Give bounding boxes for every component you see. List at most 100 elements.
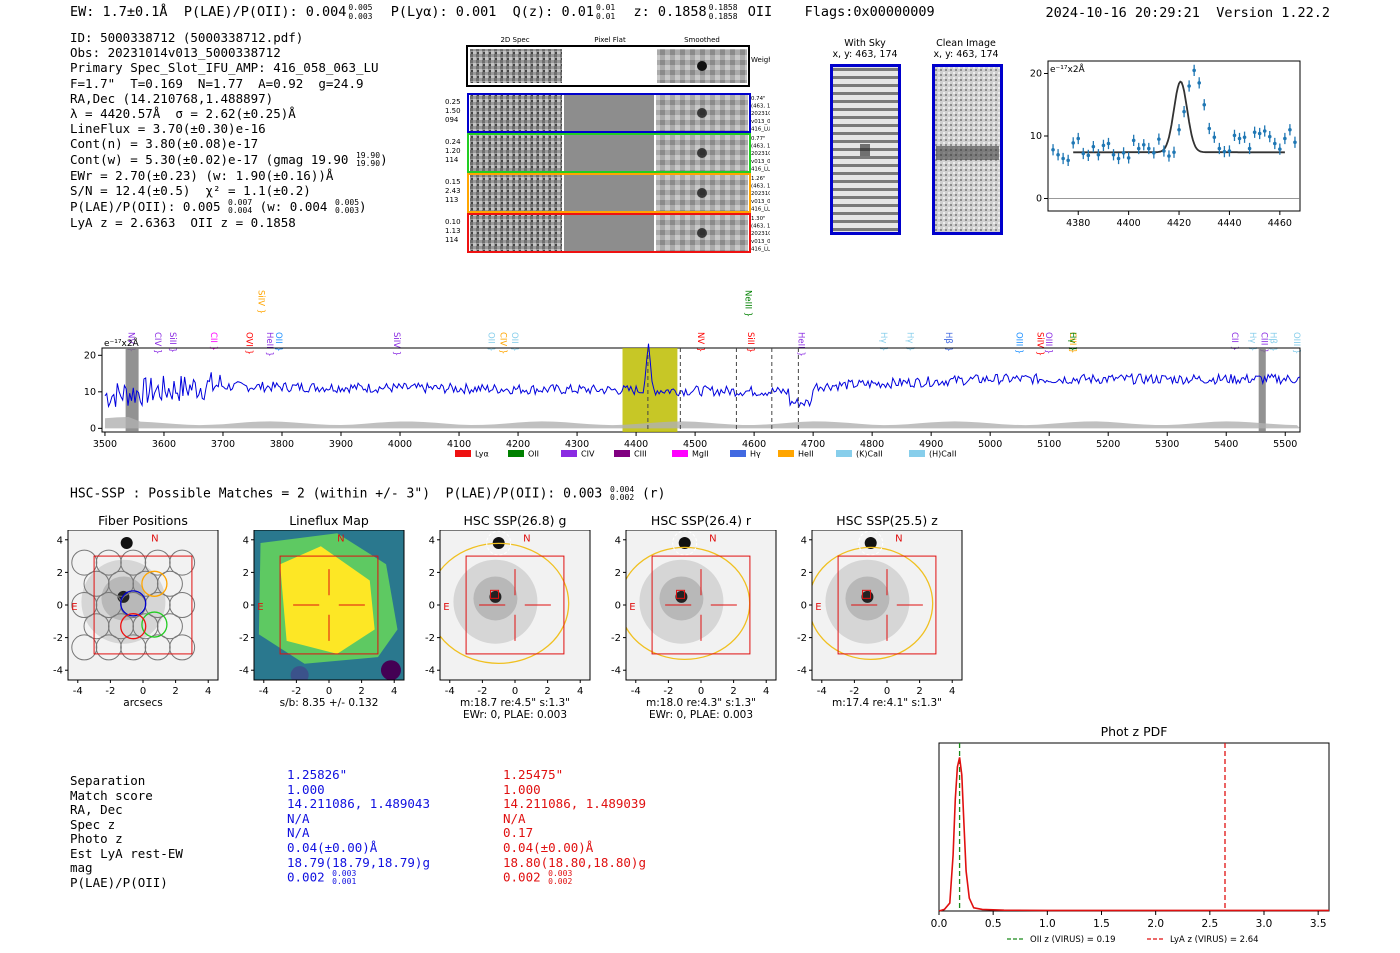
match-a-photz: N/A [287, 825, 310, 841]
spectral-line-label: OII } [486, 332, 496, 352]
clean-title: Clean Image [936, 38, 996, 49]
fit-data-point [1167, 154, 1171, 158]
summary-plae-w: (w: 0.004 [259, 198, 328, 214]
panel-xtick-label: 4 [949, 686, 955, 697]
fit-xtick-label: 4460 [1268, 218, 1292, 229]
match-b-plae-hi: 0.003 [548, 869, 573, 879]
footprint-box [651, 555, 751, 655]
match-a-score: 1.000 [287, 781, 325, 797]
panel-image [626, 530, 776, 680]
east-label: E [71, 602, 77, 613]
panel-image [68, 530, 218, 680]
spectrum-xtick-label: 3700 [211, 439, 235, 450]
panel-ytick-label: 0 [57, 601, 63, 612]
lineflux-peak [280, 546, 375, 654]
lineflux-low [290, 666, 309, 680]
spectral-line-label: HeII } [264, 332, 274, 357]
footprint-box [837, 555, 937, 655]
fiber-circle [83, 613, 110, 640]
flags-value: Flags:0x00000009 [804, 4, 935, 20]
fit-ylabel: e⁻¹⁷x2Å [1050, 63, 1086, 75]
fit-data-point [1232, 133, 1237, 138]
cutout-row-frame [467, 213, 751, 253]
z-value: z: 0.1858 [633, 4, 707, 20]
fit-data-point [1172, 150, 1176, 155]
pdf-xtick-label: 1.5 [1093, 918, 1110, 930]
panel-image [812, 530, 962, 680]
spectrum-xtick-label: 5300 [1155, 439, 1179, 450]
cutout-row-stat: 1.50 [445, 107, 461, 115]
with-sky-xy: x, y: 463, 174 [832, 49, 898, 60]
match-a-plae: 0.002 [287, 869, 325, 885]
spectrum-xtick-label: 4700 [801, 439, 825, 450]
spectrum-ylabel: e⁻¹⁷x2Å [104, 337, 140, 349]
match-label: RA, Dec [70, 802, 123, 817]
north-label: N [337, 533, 344, 544]
panel-xtick-label: 0 [512, 686, 518, 697]
east-label: E [257, 602, 263, 613]
aperture-ellipse [440, 542, 570, 665]
panel-ytick-label: 2 [615, 568, 621, 579]
contw-lo: 19.90 [355, 159, 381, 169]
cutout-row-meta: 20231014 [751, 151, 770, 157]
cutout-row-meta: 0.77" [751, 136, 765, 142]
spectral-line-label: CII } [208, 332, 218, 351]
fiber-circle [71, 592, 98, 618]
match-a-ew: 0.04(±0.00)Å [287, 839, 378, 855]
spectral-line-label: Hγ } [1247, 332, 1257, 352]
fit-data-point [1136, 146, 1141, 151]
match-column-b: 1.25475" 1.000 14.211086, 1.489039 N/A 0.17 0… [503, 767, 646, 886]
cutout-source-blob [697, 228, 707, 238]
spectral-line-label: OII } [273, 332, 283, 352]
cutout-row-meta: 416_LL_111 [751, 246, 770, 252]
fit-data-point [1202, 102, 1207, 107]
spectral-line-label: CIII } [1067, 332, 1077, 354]
panel-xtick-label: -4 [817, 686, 827, 697]
spectral-line-label: OIII } [1291, 332, 1301, 354]
fit-data-point [1061, 156, 1065, 161]
spectra-cutouts: 2D Spec Pixel Flat Smoothed Weighted Sum… [445, 36, 770, 253]
match-b-separation: 1.25475" [503, 767, 564, 782]
col-label-smooth: Smoothed [684, 36, 720, 44]
panel-xtick-label: 4 [577, 686, 583, 697]
legend-label: (K)CaII [856, 450, 883, 459]
fiber-circle [144, 634, 171, 661]
summary-ewr: EWr = 2.70(±0.23) (w: 1.90(±0.16))Å [70, 168, 334, 184]
match-label: Match score [70, 787, 153, 803]
legend-label: MgII [692, 450, 709, 459]
summary-sn: S/N = 12.4(±0.5) χ² = 1.1(±0.2) [70, 183, 311, 199]
fit-ytick-label: 20 [1030, 69, 1042, 80]
spectral-line-label: Hβ } [943, 332, 953, 352]
spectral-line-label: SiIV } [391, 332, 401, 356]
match-b-specz: N/A [503, 810, 526, 826]
panel-ytick-label: 2 [243, 568, 249, 579]
summary-contw: Cont(w) = 5.30(±0.02)e-17 (gmag 19.90 [70, 151, 349, 167]
weighted-blob [697, 61, 707, 71]
pdf-xtick-label: 2.5 [1201, 918, 1218, 930]
panel-ytick-label: -2 [53, 633, 63, 644]
spectral-line-label: NV } [695, 332, 705, 352]
panel-ytick-label: -4 [53, 666, 63, 677]
hsc-panel: N E 4 2 0 -2 -4 -4 -2 0 2 4 [425, 530, 591, 697]
pdf-legend-lya: LyA z (VIRUS) = 2.64 [1170, 935, 1259, 945]
fit-data-point [1126, 156, 1131, 160]
col-label-2d: 2D Spec [500, 36, 529, 44]
qz-hi: 0.01 [595, 3, 616, 12]
cutout-row-frame [467, 173, 751, 213]
summary-primary: Primary Spec_Slot_IFU_AMP: 416_058_063_L… [70, 60, 379, 76]
panel-xtick-label: -4 [445, 686, 455, 697]
fit-data-point [1273, 141, 1277, 146]
east-label: E [443, 602, 449, 613]
legend-swatch [836, 450, 852, 457]
fiber-circle [120, 549, 147, 576]
hsc-panel: N E 4 2 0 -2 -4 -4 -2 0 2 4 [797, 530, 963, 697]
legend-swatch [455, 450, 471, 457]
fit-data-point [1288, 127, 1292, 132]
cutout-row-meta: v013_07 [751, 199, 770, 205]
sky-images [830, 64, 1003, 235]
cutout-row-stat: 1.20 [445, 147, 461, 155]
neighbor-star [678, 537, 691, 550]
north-label: N [709, 533, 716, 544]
spectrum-xtick-label: 4000 [388, 439, 412, 450]
